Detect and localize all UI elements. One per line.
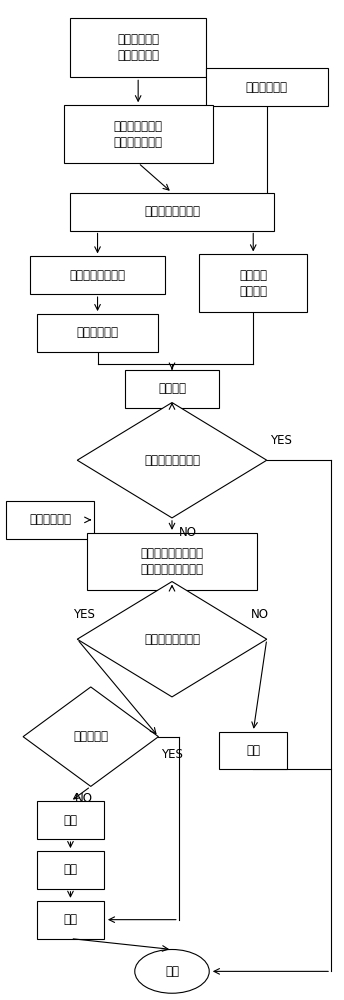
Text: 是否是氮气: 是否是氮气 <box>73 730 108 743</box>
Polygon shape <box>23 687 159 786</box>
Text: 判断轮胎胎压过低: 判断轮胎胎压过低 <box>144 633 200 646</box>
FancyBboxPatch shape <box>36 851 104 889</box>
Text: 放气: 放气 <box>63 814 77 827</box>
Text: 接收形变信号并
转换为数字信号: 接收形变信号并 转换为数字信号 <box>114 120 163 149</box>
FancyBboxPatch shape <box>125 370 219 408</box>
FancyBboxPatch shape <box>199 254 308 312</box>
FancyBboxPatch shape <box>71 193 273 231</box>
Text: 确定轮胎
技术参数: 确定轮胎 技术参数 <box>239 269 267 298</box>
FancyBboxPatch shape <box>87 533 257 590</box>
FancyBboxPatch shape <box>36 314 159 352</box>
FancyBboxPatch shape <box>36 801 104 839</box>
FancyBboxPatch shape <box>71 18 206 77</box>
Text: 采集图像信息: 采集图像信息 <box>246 81 288 94</box>
Text: NO: NO <box>251 608 269 621</box>
Polygon shape <box>77 403 267 518</box>
FancyBboxPatch shape <box>36 901 104 939</box>
FancyBboxPatch shape <box>206 68 328 106</box>
Text: 处理接收到的信息: 处理接收到的信息 <box>69 269 126 282</box>
Text: 确定实际参数: 确定实际参数 <box>77 326 119 339</box>
FancyBboxPatch shape <box>30 256 165 294</box>
Text: YES: YES <box>270 434 292 447</box>
Text: 参数对比: 参数对比 <box>158 382 186 395</box>
FancyBboxPatch shape <box>219 732 287 769</box>
Text: YES: YES <box>73 608 95 621</box>
Text: 结束: 结束 <box>165 965 179 978</box>
Polygon shape <box>77 582 267 697</box>
Text: 主控单元接收信息: 主控单元接收信息 <box>144 205 200 218</box>
Text: 放气: 放气 <box>246 744 260 757</box>
Text: YES: YES <box>161 748 183 761</box>
Text: 判断轮胎胎压正常: 判断轮胎胎压正常 <box>144 454 200 467</box>
Ellipse shape <box>135 949 209 993</box>
FancyBboxPatch shape <box>6 501 94 539</box>
Text: 传送充放气工作信息
和胎压标准数据信息: 传送充放气工作信息 和胎压标准数据信息 <box>140 547 204 576</box>
Text: 输出异常信息: 输出异常信息 <box>29 513 71 526</box>
Text: 制氮: 制氮 <box>63 863 77 876</box>
Text: NO: NO <box>75 792 93 805</box>
Text: 充气: 充气 <box>63 913 77 926</box>
Text: NO: NO <box>179 526 197 539</box>
FancyBboxPatch shape <box>64 105 213 163</box>
Text: 检测轮胎压力
产生形变信号: 检测轮胎压力 产生形变信号 <box>117 33 159 62</box>
